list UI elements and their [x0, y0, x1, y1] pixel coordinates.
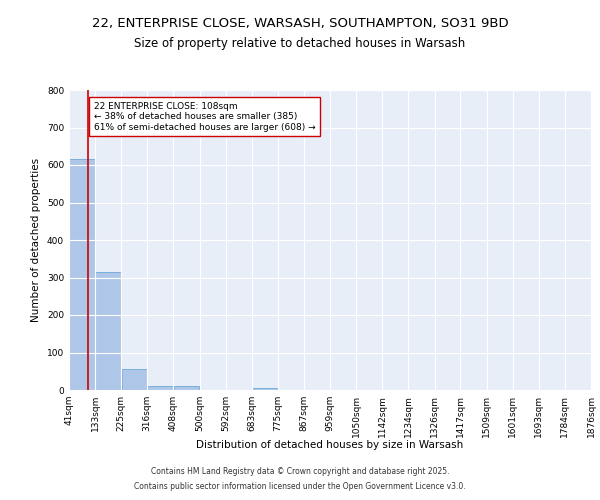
X-axis label: Distribution of detached houses by size in Warsash: Distribution of detached houses by size … [196, 440, 464, 450]
Text: Contains HM Land Registry data © Crown copyright and database right 2025.: Contains HM Land Registry data © Crown c… [151, 467, 449, 476]
Bar [173, 386, 199, 390]
Bar [148, 386, 173, 390]
Text: Size of property relative to detached houses in Warsash: Size of property relative to detached ho… [134, 38, 466, 51]
Text: 22, ENTERPRISE CLOSE, WARSASH, SOUTHAMPTON, SO31 9BD: 22, ENTERPRISE CLOSE, WARSASH, SOUTHAMPT… [92, 18, 508, 30]
Text: 22 ENTERPRISE CLOSE: 108sqm
← 38% of detached houses are smaller (385)
61% of se: 22 ENTERPRISE CLOSE: 108sqm ← 38% of det… [94, 102, 316, 132]
Bar [122, 370, 147, 390]
Bar [252, 388, 278, 390]
Y-axis label: Number of detached properties: Number of detached properties [31, 158, 41, 322]
Bar [95, 272, 121, 390]
Bar [69, 160, 95, 390]
Text: Contains public sector information licensed under the Open Government Licence v3: Contains public sector information licen… [134, 482, 466, 491]
